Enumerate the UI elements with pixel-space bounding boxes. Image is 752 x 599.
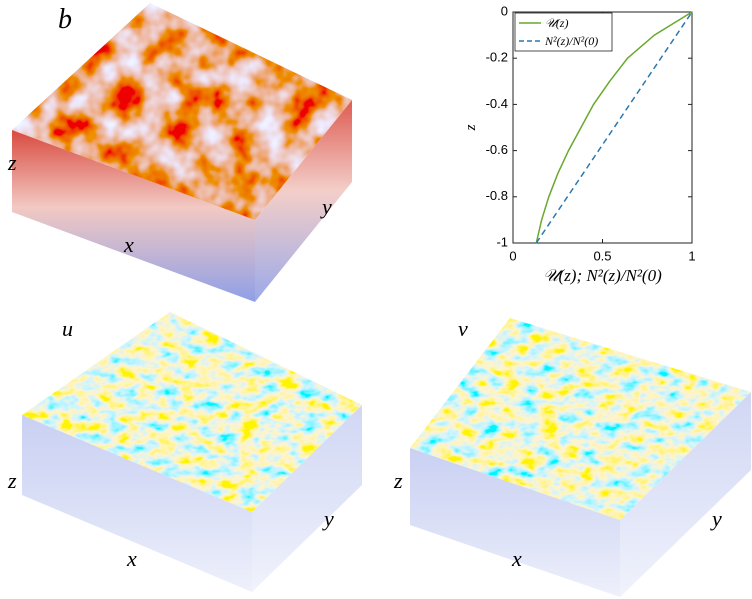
cube-top: [12, 3, 352, 220]
y-axis-label: z: [463, 124, 479, 131]
cube-v: [410, 318, 751, 597]
x-tick-label: 0: [509, 248, 516, 263]
axis-label: y: [322, 506, 334, 531]
x-tick-label: 1: [688, 248, 695, 263]
legend-label: N²(z)/N²(0): [544, 34, 598, 48]
y-tick-label: -0.2: [486, 50, 508, 65]
axis-label: y: [710, 506, 722, 531]
cube-face: [255, 100, 352, 302]
cube-top: [410, 318, 751, 520]
x-axis-label: 𝒰(z); N²(z)/N²(0): [543, 266, 662, 285]
cube-face: [410, 448, 620, 597]
line: [535, 11, 693, 244]
y-tick-label: -0.4: [486, 96, 508, 111]
cube-face: [12, 130, 255, 302]
cube-top: [22, 312, 362, 512]
legend-box: [514, 12, 613, 52]
axis-label: x: [126, 546, 137, 571]
axis-label: y: [320, 194, 332, 219]
cube-b: [12, 3, 352, 302]
axis-label: z: [7, 150, 17, 175]
legend-label: 𝒰(z): [545, 16, 568, 30]
line: [535, 11, 693, 244]
y-tick-label: -0.6: [486, 142, 508, 157]
y-tick-label: -1: [496, 234, 508, 249]
axis-label: z: [393, 468, 403, 493]
panel-label: v: [458, 316, 468, 341]
panel-label: b: [58, 4, 72, 35]
axis-label: x: [511, 546, 522, 571]
line-chart: -1 -0.8 -0.6 -0.4 -0.2 0 0 0.5 1 𝒰(z); N²(z)/N²(0…: [463, 3, 696, 285]
y-tick-label: 0: [501, 3, 508, 18]
cube-face: [620, 392, 751, 597]
cube-face: [22, 415, 252, 592]
cube-u: [22, 312, 362, 592]
cube-face: [252, 405, 362, 592]
axis-label: z: [7, 468, 17, 493]
y-tick-label: -0.8: [486, 188, 508, 203]
x-tick-label: 0.5: [593, 248, 611, 263]
panel-label: u: [62, 316, 73, 341]
axis-label: x: [123, 232, 134, 257]
